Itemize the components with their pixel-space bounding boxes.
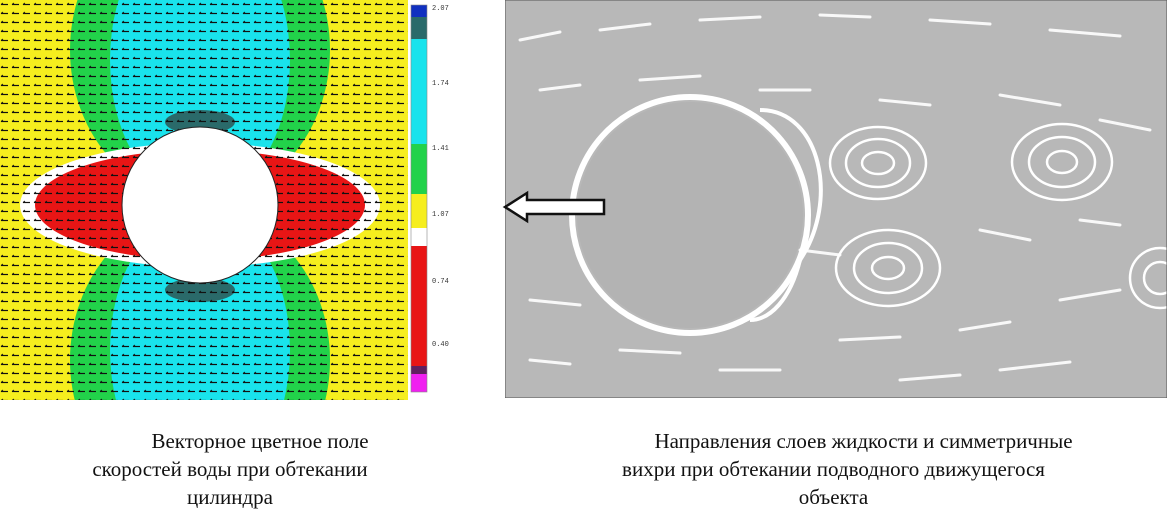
caption-line: вихри при обтекании подводного движущего… [500, 455, 1167, 483]
caption-right: Направления слоев жидкости и симметричны… [500, 427, 1167, 511]
caption-line: цилиндра [30, 483, 430, 511]
caption-line: скоростей воды при обтекании [30, 455, 430, 483]
figures: 2.07 1.74 1.41 1.07 0.74 0.40 [0, 0, 1167, 410]
caption-line: Направления слоев жидкости и симметричны… [500, 427, 1167, 455]
caption-left: Векторное цветное поле скоростей воды пр… [30, 427, 430, 511]
colorbar-label: 0.74 [432, 278, 449, 286]
caption-line: объекта [500, 483, 1167, 511]
page: 2.07 1.74 1.41 1.07 0.74 0.40 Векторное … [0, 0, 1167, 521]
velocity-field [0, 0, 408, 410]
caption-line: Векторное цветное поле [30, 427, 430, 455]
colorbar-label: 1.41 [432, 145, 449, 153]
colorbar-label: 1.74 [432, 80, 449, 88]
colorbar-label: 1.07 [432, 211, 449, 219]
colorbar-label: 2.07 [432, 5, 449, 13]
colorbar-label: 0.40 [432, 341, 449, 349]
colorbar: 2.07 1.74 1.41 1.07 0.74 0.40 [411, 5, 449, 392]
